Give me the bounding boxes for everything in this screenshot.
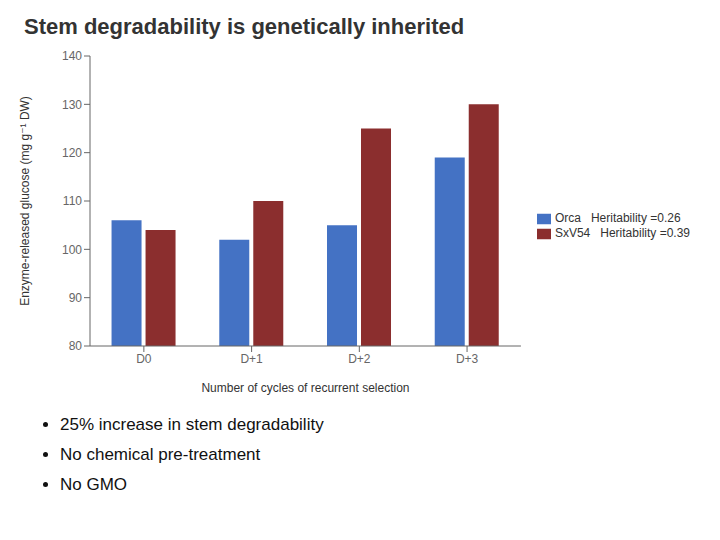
html-text:No chemical pre-treatment: No chemical pre-treatment (60, 445, 261, 464)
svg-text:80: 80 (69, 339, 83, 353)
svg-text:100: 100 (62, 243, 82, 257)
svg-text:Enzyme-released glucose (mg g⁻: Enzyme-released glucose (mg g⁻¹ DW) (18, 96, 32, 306)
svg-text:D0: D0 (136, 352, 152, 366)
html-text:Stem degradability is genetica: Stem degradability is genetically inheri… (24, 14, 465, 39)
svg-text:120: 120 (62, 146, 82, 160)
html-text:25% increase in stem degradabi: 25% increase in stem degradability (60, 415, 324, 434)
html-text:SxV54 Heritability =0.39: SxV54 Heritability =0.39 (554, 226, 690, 240)
svg-text:140: 140 (62, 49, 82, 63)
svg-text:Number of cycles of recurrent: Number of cycles of recurrent selection (201, 381, 409, 395)
html-text:No GMO: No GMO (60, 475, 128, 494)
svg-text:D+3: D+3 (456, 352, 479, 366)
svg-text:D+1: D+1 (240, 352, 263, 366)
svg-text:110: 110 (63, 194, 82, 208)
svg-text:130: 130 (62, 98, 82, 112)
html-text:Orca Heritability =0.26: Orca Heritability =0.26 (554, 211, 681, 226)
svg-text:90: 90 (69, 291, 83, 305)
svg-text:D+2: D+2 (348, 352, 371, 366)
